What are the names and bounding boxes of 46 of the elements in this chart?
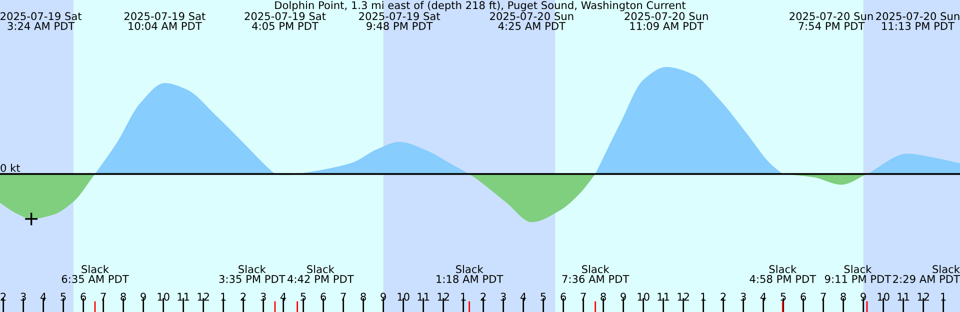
x-tick-label: 4	[280, 292, 286, 301]
text: Slack 7:36 AM PDT	[562, 265, 630, 283]
x-tick-label: 5	[780, 292, 786, 301]
text: 2025-07-19 Sat 9:48 PM PDT	[359, 12, 440, 30]
x-tick-label: 11	[898, 292, 910, 301]
x-tick-label: 8	[120, 292, 126, 301]
text: 2025-07-20 Sun 7:54 PM PDT	[790, 12, 873, 30]
x-tick-label: 11	[418, 292, 430, 301]
x-tick-label: 12	[918, 292, 929, 301]
x-tick-label: 11	[178, 292, 190, 301]
x-tick-label: 5	[60, 292, 66, 301]
x-tick-label: 10	[638, 292, 650, 301]
x-tick-label: 5	[540, 292, 546, 301]
text: 2025-07-20 Sun 11:13 PM PDT	[876, 12, 960, 30]
x-tick-label: 6	[800, 292, 806, 301]
text: Slack 6:35 AM PDT	[62, 265, 129, 283]
x-tick-label: 12	[438, 292, 449, 301]
text: 2025-07-19 Sat 10:04 AM PDT	[124, 12, 206, 30]
x-tick-label: 10	[158, 292, 170, 301]
text: 2025-07-19 Sat 3:24 AM PDT	[0, 12, 82, 30]
x-tick-label: 12	[678, 292, 689, 301]
text: 2025-07-20 Sun 11:09 AM PDT	[624, 12, 708, 30]
x-tick-label: 4	[520, 292, 526, 301]
text: 2025-07-20 Sun 4:25 AM PDT	[490, 12, 574, 30]
x-tick-label: 8	[360, 292, 366, 301]
x-tick-label: 4	[40, 292, 46, 301]
text: 2025-07-19 Sat 4:05 PM PDT	[244, 12, 326, 30]
text: Slack 3:35 PM PDT	[219, 265, 286, 283]
x-tick-label: 11	[658, 292, 670, 301]
x-tick-label: 10	[878, 292, 890, 301]
x-tick-label: 5	[300, 292, 306, 301]
x-tick-label: 6	[80, 292, 86, 301]
x-tick-label: 6	[560, 292, 566, 301]
text: Slack 9:11 PM PDT	[824, 265, 892, 283]
text: Slack 4:58 PM PDT	[750, 265, 816, 283]
x-tick-label: 8	[840, 292, 846, 301]
chart-title: Dolphin Point, 1.3 mi east of (depth 218 ft), Puget Sound, Washington Current	[275, 1, 686, 12]
text: Slack 1:18 AM PDT	[436, 265, 504, 283]
text: Slack 4:42 PM PDT	[288, 265, 354, 283]
x-tick-label: 6	[320, 292, 326, 301]
ref-line-label: 0 kt	[0, 164, 20, 172]
x-tick-label: 8	[600, 292, 606, 301]
text: Slack 2:29 AM PDT	[893, 265, 960, 283]
x-tick-label: 10	[398, 292, 410, 301]
x-tick-label: 12	[198, 292, 209, 301]
x-tick-label: 4	[760, 292, 766, 301]
